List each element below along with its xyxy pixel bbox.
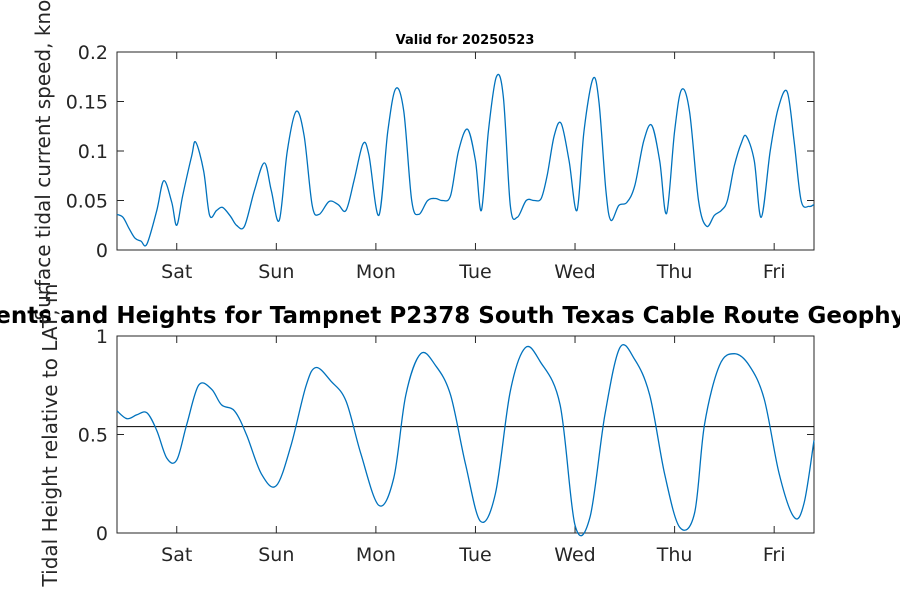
current-speed-xtick-label: Fri [763, 261, 786, 283]
tidal-height-xtick-label: Sat [161, 544, 192, 566]
current-speed-xtick-label: Wed [554, 261, 595, 283]
tidal-height-ytick-label: 0 [96, 523, 108, 545]
current-speed-ytick-label: 0.05 [66, 191, 108, 213]
current-speed-axes-frame [116, 51, 815, 251]
current-speed-tick-labels: Sat Sun Mon Tue Wed Thu Fri 0 0.05 0.1 0.15 0.2 [66, 42, 786, 283]
tidal-height-xtick-label: Tue [458, 544, 491, 566]
tidal-height-panel: Sat Sun Mon Tue Wed Thu Fri 0 0.5 1 Tidal Current… [0, 284, 900, 588]
current-speed-xtick-label: Sat [161, 261, 192, 283]
current-speed-xtick-label: Sun [258, 261, 294, 283]
current-speed-ytick-label: 0.1 [78, 141, 108, 163]
current-speed-panel: Sat Sun Mon Tue Wed Thu Fri 0 0.05 0.1 0.15 0.2 Val… [31, 0, 815, 321]
current-speed-ytick-label: 0.2 [78, 42, 108, 64]
tidal-height-axes-frame [116, 335, 815, 534]
top-title: Valid for 20250523 [396, 33, 535, 48]
current-speed-series-line [116, 73, 815, 247]
tidal-height-ytick-label: 0.5 [78, 425, 108, 447]
current-speed-xtick-label: Tue [458, 261, 491, 283]
tidal-height-tick-labels: Sat Sun Mon Tue Wed Thu Fri 0 0.5 1 [78, 326, 786, 566]
bottom-title: Tidal Currents and Heights for Tampnet P… [0, 303, 900, 329]
tidal-height-series-line [116, 344, 815, 537]
tidal-height-ylabel: Tidal Height relative to LAT, m [38, 284, 62, 588]
current-speed-ticks [117, 51, 814, 251]
tidal-height-xtick-label: Thu [656, 544, 693, 566]
tidal-height-xtick-label: Sun [258, 544, 294, 566]
tidal-height-xtick-label: Mon [356, 544, 396, 566]
tidal-height-ytick-label: 1 [96, 326, 108, 348]
current-speed-xtick-label: Mon [356, 261, 396, 283]
current-speed-ytick-label: 0.15 [66, 92, 108, 114]
current-speed-ylabel: Surface tidal current speed, knots [31, 0, 55, 321]
tidal-height-xtick-label: Fri [763, 544, 786, 566]
current-speed-ytick-label: 0 [96, 240, 108, 262]
tidal-height-xtick-label: Wed [554, 544, 595, 566]
tidal-height-ticks [117, 335, 814, 534]
current-speed-xtick-label: Thu [656, 261, 693, 283]
